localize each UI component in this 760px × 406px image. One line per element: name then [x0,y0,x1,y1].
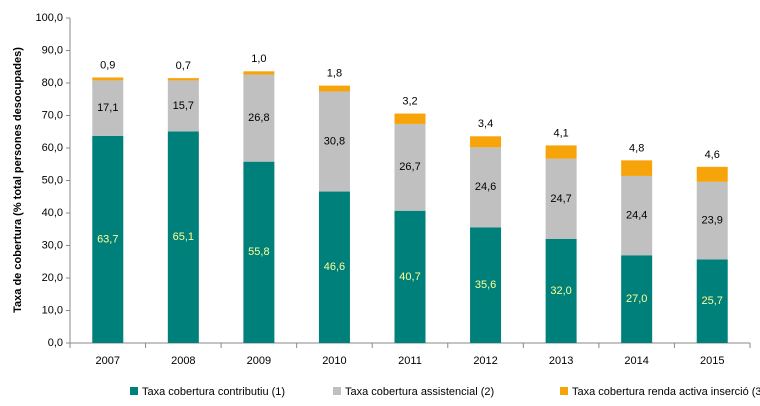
y-tick-label: 20,0 [42,272,63,284]
data-label: 26,7 [399,161,420,173]
data-label: 1,8 [327,68,342,80]
x-tick-label: 2014 [624,355,648,367]
bar-segment [621,255,653,343]
bar-segment [394,113,426,124]
y-tick-label: 100,0 [35,12,63,24]
bar-segment [92,77,124,81]
x-tick-label: 2011 [398,355,422,367]
data-label: 0,9 [100,59,115,71]
y-tick-label: 10,0 [42,304,63,316]
bar-segment [318,91,350,192]
data-label: 4,8 [629,142,644,154]
y-tick-label: 40,0 [42,207,63,219]
legend-swatch [130,387,138,395]
data-label: 24,7 [550,193,571,205]
bar-segment [545,239,577,343]
data-label: 27,0 [626,293,647,305]
legend-label: Taxa cobertura assistencial (2) [345,386,494,398]
bar-segment [167,80,199,132]
data-label: 25,7 [702,295,723,307]
data-label: 26,8 [248,112,269,124]
x-tick-label: 2013 [549,355,573,367]
data-label: 4,1 [553,127,568,139]
bar-segment [92,135,124,343]
y-tick-label: 80,0 [42,77,63,89]
x-tick-label: 2007 [96,355,120,367]
y-tick-label: 90,0 [42,44,63,56]
data-label: 17,1 [97,102,118,114]
bar-segment [318,85,350,92]
x-tick-label: 2012 [473,355,497,367]
legend-swatch [333,387,341,395]
bar-segment [167,131,199,343]
legend-swatch [560,387,568,395]
data-label: 40,7 [399,271,420,283]
bar-segment [621,175,653,256]
bar-segment [696,181,728,260]
data-label: 15,7 [173,100,194,112]
bar-segment [545,145,577,159]
legend-label: Taxa cobertura renda activa inserció (3) [572,386,760,398]
x-tick-label: 2009 [247,355,271,367]
bar-segment [243,161,275,343]
bar-segment [470,147,502,228]
y-tick-label: 70,0 [42,109,63,121]
bar-segment [621,160,653,176]
data-label: 35,6 [475,279,496,291]
data-label: 65,1 [173,231,194,243]
bar-segment [470,136,502,148]
y-tick-label: 0,0 [48,337,63,349]
bar-segment [243,71,275,75]
bar-segment [470,227,502,343]
y-axis-label: Taxa de cobertura (% total persones deso… [12,47,24,313]
data-label: 30,8 [324,135,345,147]
data-label: 3,2 [402,95,417,107]
bar-segment [696,166,728,182]
bar-segment [696,259,728,343]
data-label: 63,7 [97,233,118,245]
y-tick-label: 30,0 [42,239,63,251]
legend-label: Taxa cobertura contributiu (1) [142,386,285,398]
data-label: 4,6 [705,149,720,161]
bar-segment [243,74,275,162]
data-label: 46,6 [324,261,345,273]
data-label: 24,4 [626,210,647,222]
bar-segment [167,78,199,81]
bar-segment [92,80,124,136]
data-label: 55,8 [248,246,269,258]
bar-segment [318,191,350,343]
bar-segment [394,123,426,211]
y-tick-label: 60,0 [42,142,63,154]
x-tick-label: 2008 [171,355,195,367]
data-label: 23,9 [702,215,723,227]
data-label: 1,0 [251,53,266,65]
bar-segment [545,158,577,239]
x-tick-label: 2015 [700,355,724,367]
data-label: 3,4 [478,118,493,130]
bar-segment [394,210,426,343]
x-tick-label: 2010 [322,355,346,367]
data-label: 0,7 [176,60,191,72]
y-tick-label: 50,0 [42,174,63,186]
data-label: 32,0 [550,285,571,297]
data-label: 24,6 [475,181,496,193]
